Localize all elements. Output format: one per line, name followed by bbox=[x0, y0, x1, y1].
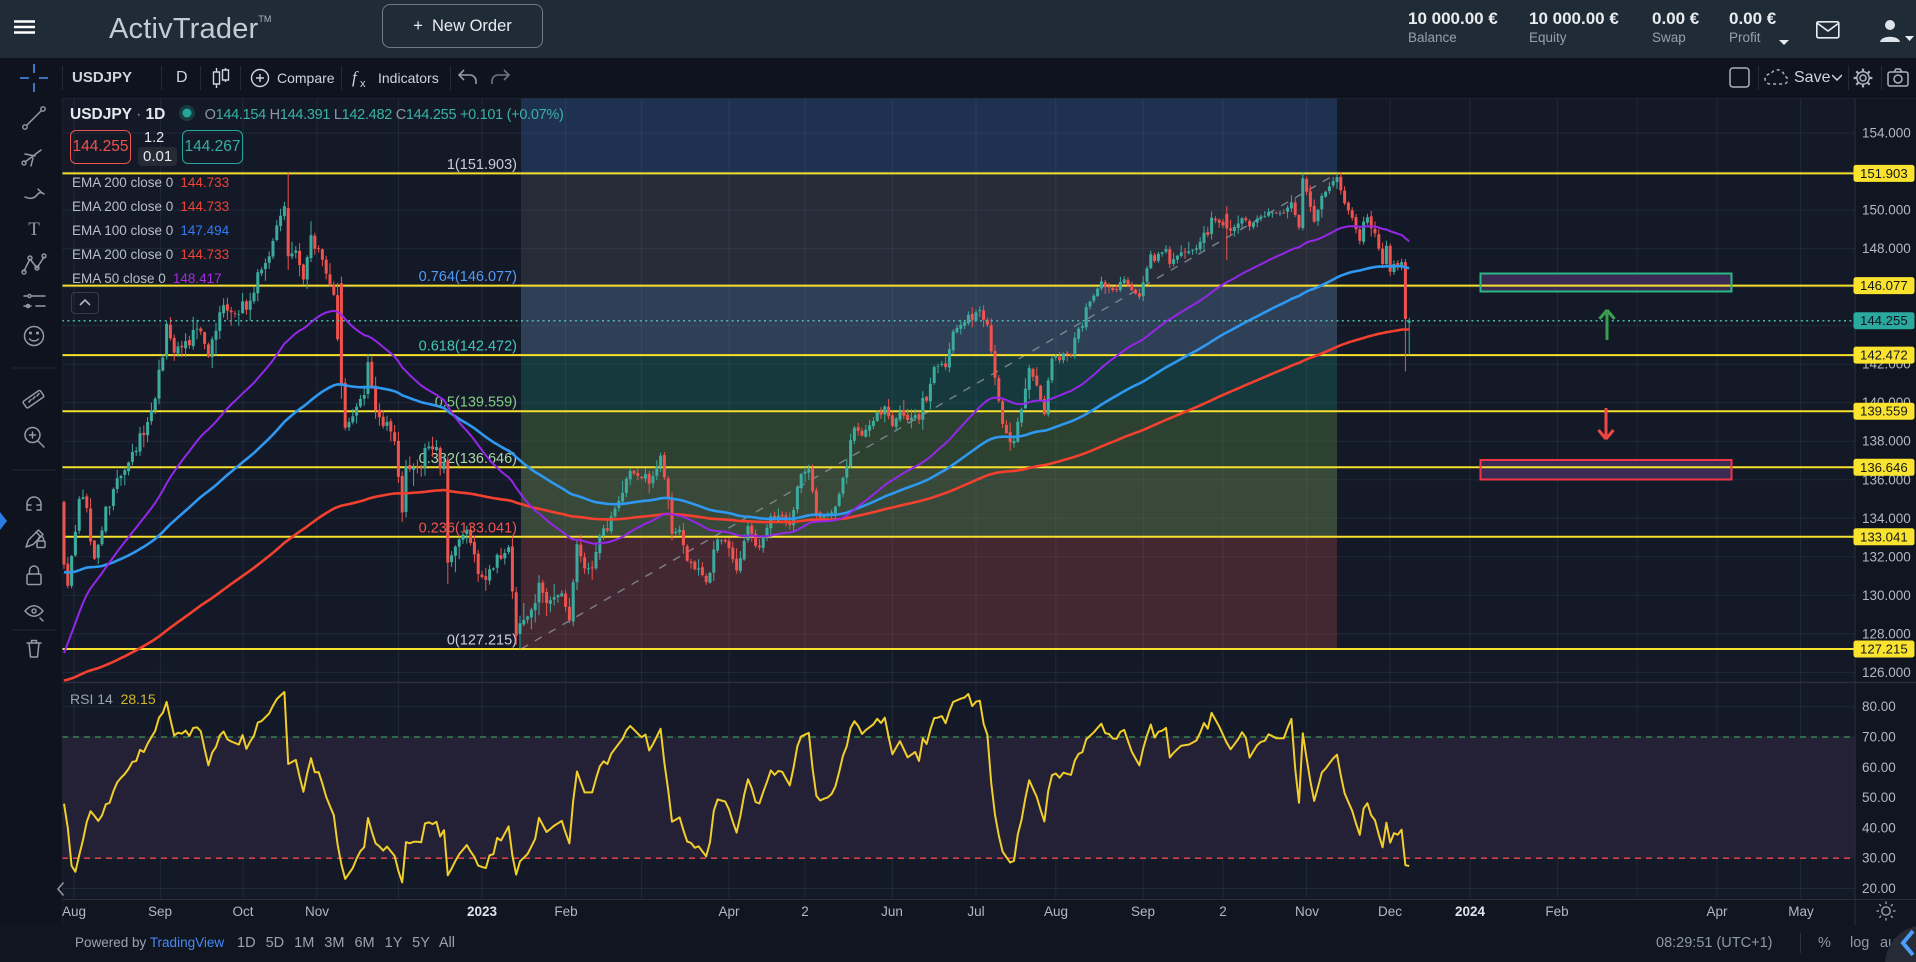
svg-text:Apr: Apr bbox=[718, 904, 740, 919]
svg-text:2023: 2023 bbox=[467, 904, 498, 919]
svg-text:150.000: 150.000 bbox=[1862, 203, 1911, 218]
svg-text:132.000: 132.000 bbox=[1862, 549, 1911, 564]
svg-text:Aug: Aug bbox=[62, 904, 86, 919]
svg-text:Nov: Nov bbox=[305, 904, 329, 919]
svg-text:144.255: 144.255 bbox=[1860, 313, 1908, 328]
svg-text:Dec: Dec bbox=[1378, 904, 1402, 919]
svg-text:30.00: 30.00 bbox=[1862, 851, 1896, 866]
svg-text:0.764(146.077): 0.764(146.077) bbox=[419, 269, 517, 285]
svg-text:142.472: 142.472 bbox=[1860, 348, 1908, 363]
svg-text:x: x bbox=[360, 78, 366, 88]
svg-text:Oct: Oct bbox=[232, 904, 253, 919]
svg-text:2: 2 bbox=[801, 904, 809, 919]
svg-text:Sep: Sep bbox=[148, 904, 172, 919]
svg-text:154.000: 154.000 bbox=[1862, 126, 1911, 141]
svg-text:146.077: 146.077 bbox=[1860, 278, 1908, 293]
svg-text:Feb: Feb bbox=[1545, 904, 1568, 919]
svg-text:T: T bbox=[28, 219, 40, 240]
svg-text:136.000: 136.000 bbox=[1862, 472, 1911, 487]
svg-text:0.5(139.559): 0.5(139.559) bbox=[435, 395, 517, 411]
svg-text:40.00: 40.00 bbox=[1862, 820, 1896, 835]
svg-text:f: f bbox=[352, 68, 359, 87]
svg-text:20.00: 20.00 bbox=[1862, 881, 1896, 896]
svg-text:2: 2 bbox=[1219, 904, 1227, 919]
svg-text:127.215: 127.215 bbox=[1860, 642, 1908, 657]
svg-text:0(127.215): 0(127.215) bbox=[447, 633, 517, 649]
svg-text:Jun: Jun bbox=[881, 904, 903, 919]
svg-text:Jul: Jul bbox=[967, 904, 984, 919]
svg-text:Sep: Sep bbox=[1131, 904, 1155, 919]
svg-text:Nov: Nov bbox=[1295, 904, 1319, 919]
svg-text:136.646: 136.646 bbox=[1860, 460, 1908, 475]
svg-text:0.618(142.472): 0.618(142.472) bbox=[419, 339, 517, 355]
svg-text:0.382(136.646): 0.382(136.646) bbox=[419, 451, 517, 467]
svg-text:2024: 2024 bbox=[1455, 904, 1486, 919]
svg-text:60.00: 60.00 bbox=[1862, 760, 1896, 775]
svg-text:134.000: 134.000 bbox=[1862, 511, 1911, 526]
svg-text:148.000: 148.000 bbox=[1862, 241, 1911, 256]
svg-text:May: May bbox=[1788, 904, 1814, 919]
svg-text:50.00: 50.00 bbox=[1862, 790, 1896, 805]
svg-text:Aug: Aug bbox=[1044, 904, 1068, 919]
svg-text:151.903: 151.903 bbox=[1860, 166, 1908, 181]
svg-text:128.000: 128.000 bbox=[1862, 626, 1911, 641]
svg-text:138.000: 138.000 bbox=[1862, 434, 1911, 449]
svg-text:Feb: Feb bbox=[554, 904, 577, 919]
svg-text:70.00: 70.00 bbox=[1862, 730, 1896, 745]
svg-text:126.000: 126.000 bbox=[1862, 665, 1911, 680]
svg-text:139.559: 139.559 bbox=[1860, 404, 1908, 419]
svg-text:Apr: Apr bbox=[1706, 904, 1728, 919]
svg-text:1(151.903): 1(151.903) bbox=[447, 157, 517, 173]
svg-text:130.000: 130.000 bbox=[1862, 588, 1911, 603]
svg-text:0.236(133.041): 0.236(133.041) bbox=[419, 520, 517, 536]
svg-text:80.00: 80.00 bbox=[1862, 699, 1896, 714]
svg-text:133.041: 133.041 bbox=[1860, 529, 1908, 544]
